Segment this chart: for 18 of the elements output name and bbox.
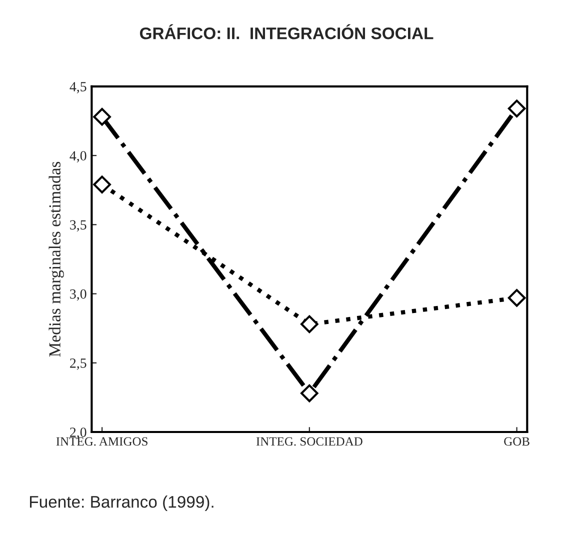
point bbox=[300, 384, 318, 402]
point bbox=[508, 289, 526, 307]
point bbox=[93, 176, 111, 194]
y-tick-label: 4,5 bbox=[70, 82, 86, 94]
x-tick-label: INTEG. AMIGOS bbox=[56, 437, 148, 446]
chart-title: GRÁFICO: II. INTEGRACIÓN SOCIAL bbox=[140, 24, 434, 40]
y-tick-label: 3,0 bbox=[70, 289, 86, 301]
x-tick-label: GOB bbox=[504, 437, 530, 446]
y-tick-label: 4,0 bbox=[70, 151, 86, 162]
x-tick-label: INTEG. SOCIEDAD bbox=[256, 437, 362, 446]
y-axis-title: Medias marginales estimadas bbox=[48, 162, 64, 357]
y-tick-label: 3,5 bbox=[70, 220, 86, 232]
point bbox=[93, 108, 111, 126]
y-tick-label: 2,0 bbox=[70, 428, 86, 439]
point bbox=[300, 315, 318, 334]
point bbox=[508, 100, 526, 118]
source-note: Fuente: Barranco (1999). bbox=[30, 496, 214, 512]
y-tick-label: 2,5 bbox=[70, 358, 86, 370]
